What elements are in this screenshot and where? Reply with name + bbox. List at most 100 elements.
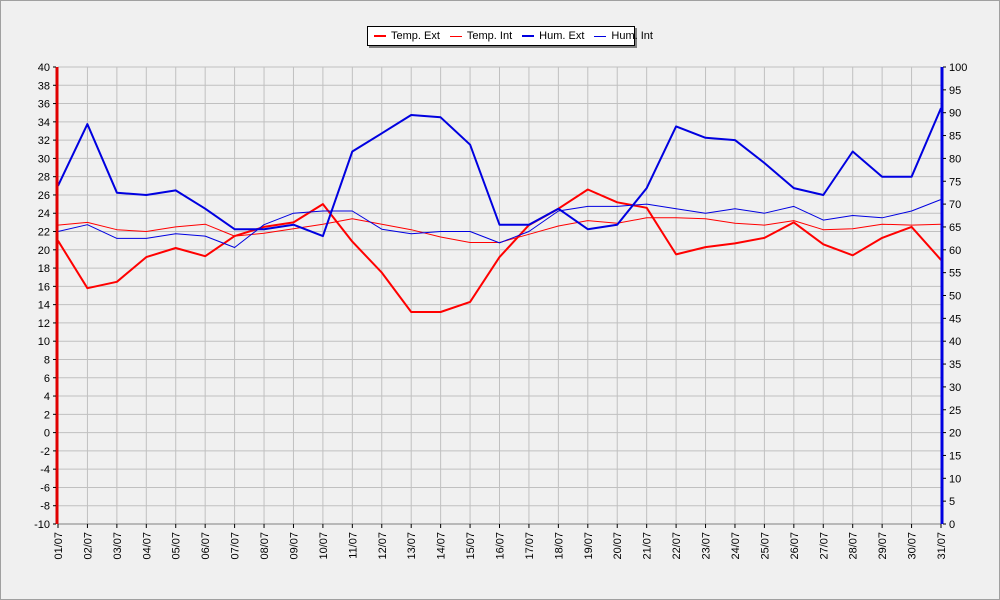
right-tick-label: 55 xyxy=(949,268,961,280)
legend-label-hum-int: Hum. Int xyxy=(611,30,653,42)
right-tick-label: 50 xyxy=(949,291,961,303)
x-tick-label: 16/07 xyxy=(495,532,507,560)
right-tick-label: 85 xyxy=(949,131,961,143)
x-tick-label: 13/07 xyxy=(406,532,418,560)
left-tick-label: 40 xyxy=(38,62,50,74)
left-tick-label: 12 xyxy=(38,318,50,330)
left-tick-label: 18 xyxy=(38,263,50,275)
legend-item-temp-ext: Temp. Ext xyxy=(374,30,440,42)
x-tick-label: 03/07 xyxy=(112,532,124,560)
x-tick-label: 09/07 xyxy=(288,532,300,560)
x-tick-label: 02/07 xyxy=(82,532,94,560)
right-tick-label: 10 xyxy=(949,473,961,485)
x-tick-label: 08/07 xyxy=(259,532,271,560)
legend-item-hum-ext: Hum. Ext xyxy=(522,30,584,42)
left-tick-label: 32 xyxy=(38,135,50,147)
left-tick-label: 6 xyxy=(44,373,50,385)
right-tick-label: 90 xyxy=(949,108,961,120)
left-tick-label: -8 xyxy=(40,501,50,513)
x-tick-label: 12/07 xyxy=(377,532,389,560)
x-tick-label: 20/07 xyxy=(612,532,624,560)
right-tick-label: 20 xyxy=(949,428,961,440)
left-tick-label: 26 xyxy=(38,190,50,202)
right-tick-label: 0 xyxy=(949,519,955,531)
x-tick-label: 23/07 xyxy=(701,532,713,560)
left-tick-label: 2 xyxy=(44,409,50,421)
right-tick-label: 70 xyxy=(949,199,961,211)
x-tick-label: 27/07 xyxy=(818,532,830,560)
left-tick-label: 22 xyxy=(38,227,50,239)
left-tick-label: 34 xyxy=(38,117,50,129)
x-tick-label: 24/07 xyxy=(730,532,742,560)
x-tick-label: 22/07 xyxy=(671,532,683,560)
right-tick-label: 95 xyxy=(949,85,961,97)
x-tick-label: 28/07 xyxy=(848,532,860,560)
x-tick-label: 26/07 xyxy=(789,532,801,560)
left-tick-label: 24 xyxy=(38,208,50,220)
x-axis-ticks: 01/07 02/07 03/07 04/07 05/07 06/07 07/07 08/07… xyxy=(53,524,948,560)
left-tick-label: -6 xyxy=(40,482,50,494)
left-tick-label: -4 xyxy=(40,464,50,476)
right-tick-label: 40 xyxy=(949,336,961,348)
left-tick-label: 20 xyxy=(38,245,50,257)
x-tick-label: 05/07 xyxy=(171,532,183,560)
x-tick-label: 07/07 xyxy=(230,532,242,560)
series-lines xyxy=(57,107,942,313)
right-tick-label: 15 xyxy=(949,450,961,462)
left-tick-label: -2 xyxy=(40,446,50,458)
right-tick-label: 60 xyxy=(949,245,961,257)
x-tick-label: 04/07 xyxy=(141,532,153,560)
left-tick-label: 8 xyxy=(44,354,50,366)
right-tick-label: 35 xyxy=(949,359,961,371)
right-tick-label: 25 xyxy=(949,405,961,417)
x-tick-label: 19/07 xyxy=(583,532,595,560)
x-tick-label: 15/07 xyxy=(465,532,477,560)
legend-item-hum-int: Hum. Int xyxy=(594,30,653,42)
x-tick-label: 17/07 xyxy=(524,532,536,560)
right-tick-label: 5 xyxy=(949,496,955,508)
left-tick-label: 38 xyxy=(38,80,50,92)
left-tick-label: -10 xyxy=(34,519,50,531)
x-tick-label: 18/07 xyxy=(553,532,565,560)
x-tick-label: 30/07 xyxy=(907,532,919,560)
legend-swatch-temp-int xyxy=(449,35,462,37)
legend-label-temp-int: Temp. Int xyxy=(466,30,513,42)
right-tick-label: 75 xyxy=(949,176,961,188)
x-tick-label: 10/07 xyxy=(318,532,330,560)
left-tick-label: 16 xyxy=(38,281,50,293)
right-tick-label: 45 xyxy=(949,313,961,325)
right-tick-label: 80 xyxy=(949,153,961,165)
left-tick-label: 14 xyxy=(38,300,50,312)
x-tick-label: 11/07 xyxy=(347,532,359,559)
series-line-hum-ext xyxy=(57,107,942,238)
left-tick-label: 28 xyxy=(38,172,50,184)
series-line-hum-int xyxy=(57,199,942,248)
legend-swatch-hum-ext xyxy=(522,35,535,37)
left-tick-label: 0 xyxy=(44,428,50,440)
x-tick-label: 25/07 xyxy=(759,532,771,560)
legend-swatch-hum-int xyxy=(594,35,607,37)
left-axis-ticks: 4038363432302826242220181614121086420-2-… xyxy=(34,62,56,531)
x-tick-label: 14/07 xyxy=(436,532,448,560)
series-line-temp-ext xyxy=(57,188,942,313)
right-tick-label: 100 xyxy=(949,62,967,74)
right-axis-ticks: 1009590858075706560555045403530252015105… xyxy=(943,62,967,531)
right-tick-label: 30 xyxy=(949,382,961,394)
legend-item-temp-int: Temp. Int xyxy=(449,30,513,42)
legend-label-hum-ext: Hum. Ext xyxy=(539,30,585,42)
grid xyxy=(57,66,942,525)
x-tick-label: 06/07 xyxy=(200,532,212,560)
chart-legend: Temp. Ext Temp. Int Hum. Ext Hum. Int xyxy=(367,26,653,46)
right-tick-label: 65 xyxy=(949,222,961,234)
left-tick-label: 10 xyxy=(38,336,50,348)
x-tick-label: 29/07 xyxy=(877,532,889,560)
legend-swatch-temp-ext xyxy=(374,35,386,37)
x-tick-label: 31/07 xyxy=(936,532,948,560)
left-tick-label: 30 xyxy=(38,153,50,165)
x-tick-label: 21/07 xyxy=(642,532,654,560)
left-tick-label: 4 xyxy=(44,391,50,403)
legend-label-temp-ext: Temp. Ext xyxy=(391,30,440,42)
x-tick-label: 01/07 xyxy=(53,532,65,560)
left-tick-label: 36 xyxy=(38,99,50,111)
